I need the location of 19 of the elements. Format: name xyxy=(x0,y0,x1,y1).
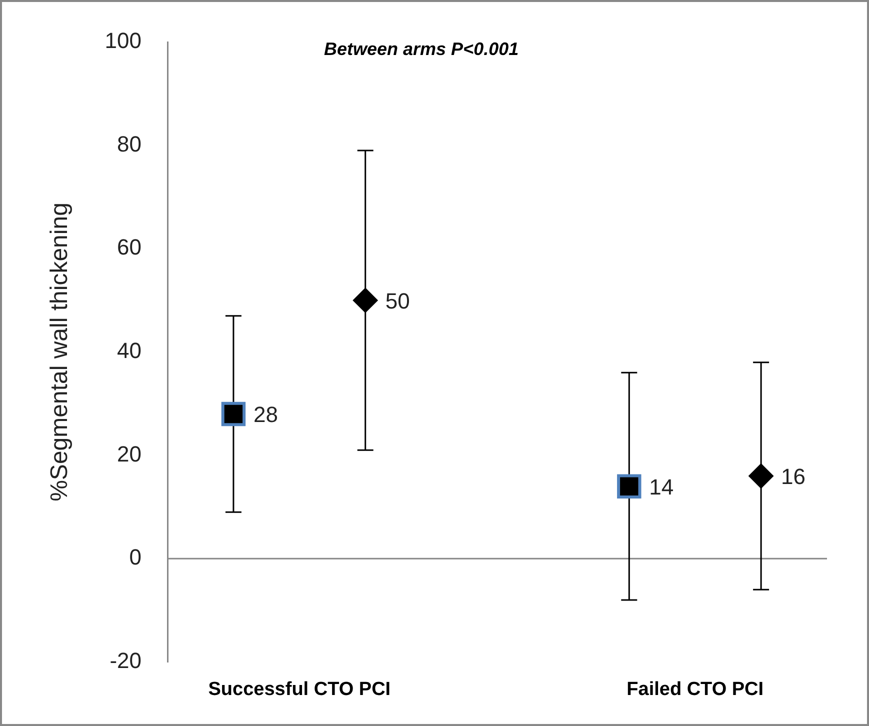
text: Failed CTO PCI xyxy=(626,679,764,700)
y-tick-label: 20 xyxy=(117,441,142,466)
y-tick-label: 60 xyxy=(117,234,142,260)
y-tick-label: 40 xyxy=(117,338,142,364)
data-label: 14 xyxy=(649,474,674,500)
y-tick-label: 0 xyxy=(129,544,142,570)
y-tick-label: 80 xyxy=(117,131,142,156)
point xyxy=(352,288,378,313)
data-label: 28 xyxy=(253,402,278,428)
text: Successful CTO PCI xyxy=(208,679,391,700)
y-axis-title: %Segmental wall thickening xyxy=(46,202,74,502)
y-tick-label: 100 xyxy=(104,28,142,54)
point xyxy=(748,464,774,488)
data-label: 16 xyxy=(781,464,806,490)
annotation: Between arms P<0.001 xyxy=(324,38,519,59)
point xyxy=(617,474,642,498)
y-tick-label: -20 xyxy=(110,648,142,674)
data-label: 50 xyxy=(385,288,410,314)
point xyxy=(221,402,246,426)
